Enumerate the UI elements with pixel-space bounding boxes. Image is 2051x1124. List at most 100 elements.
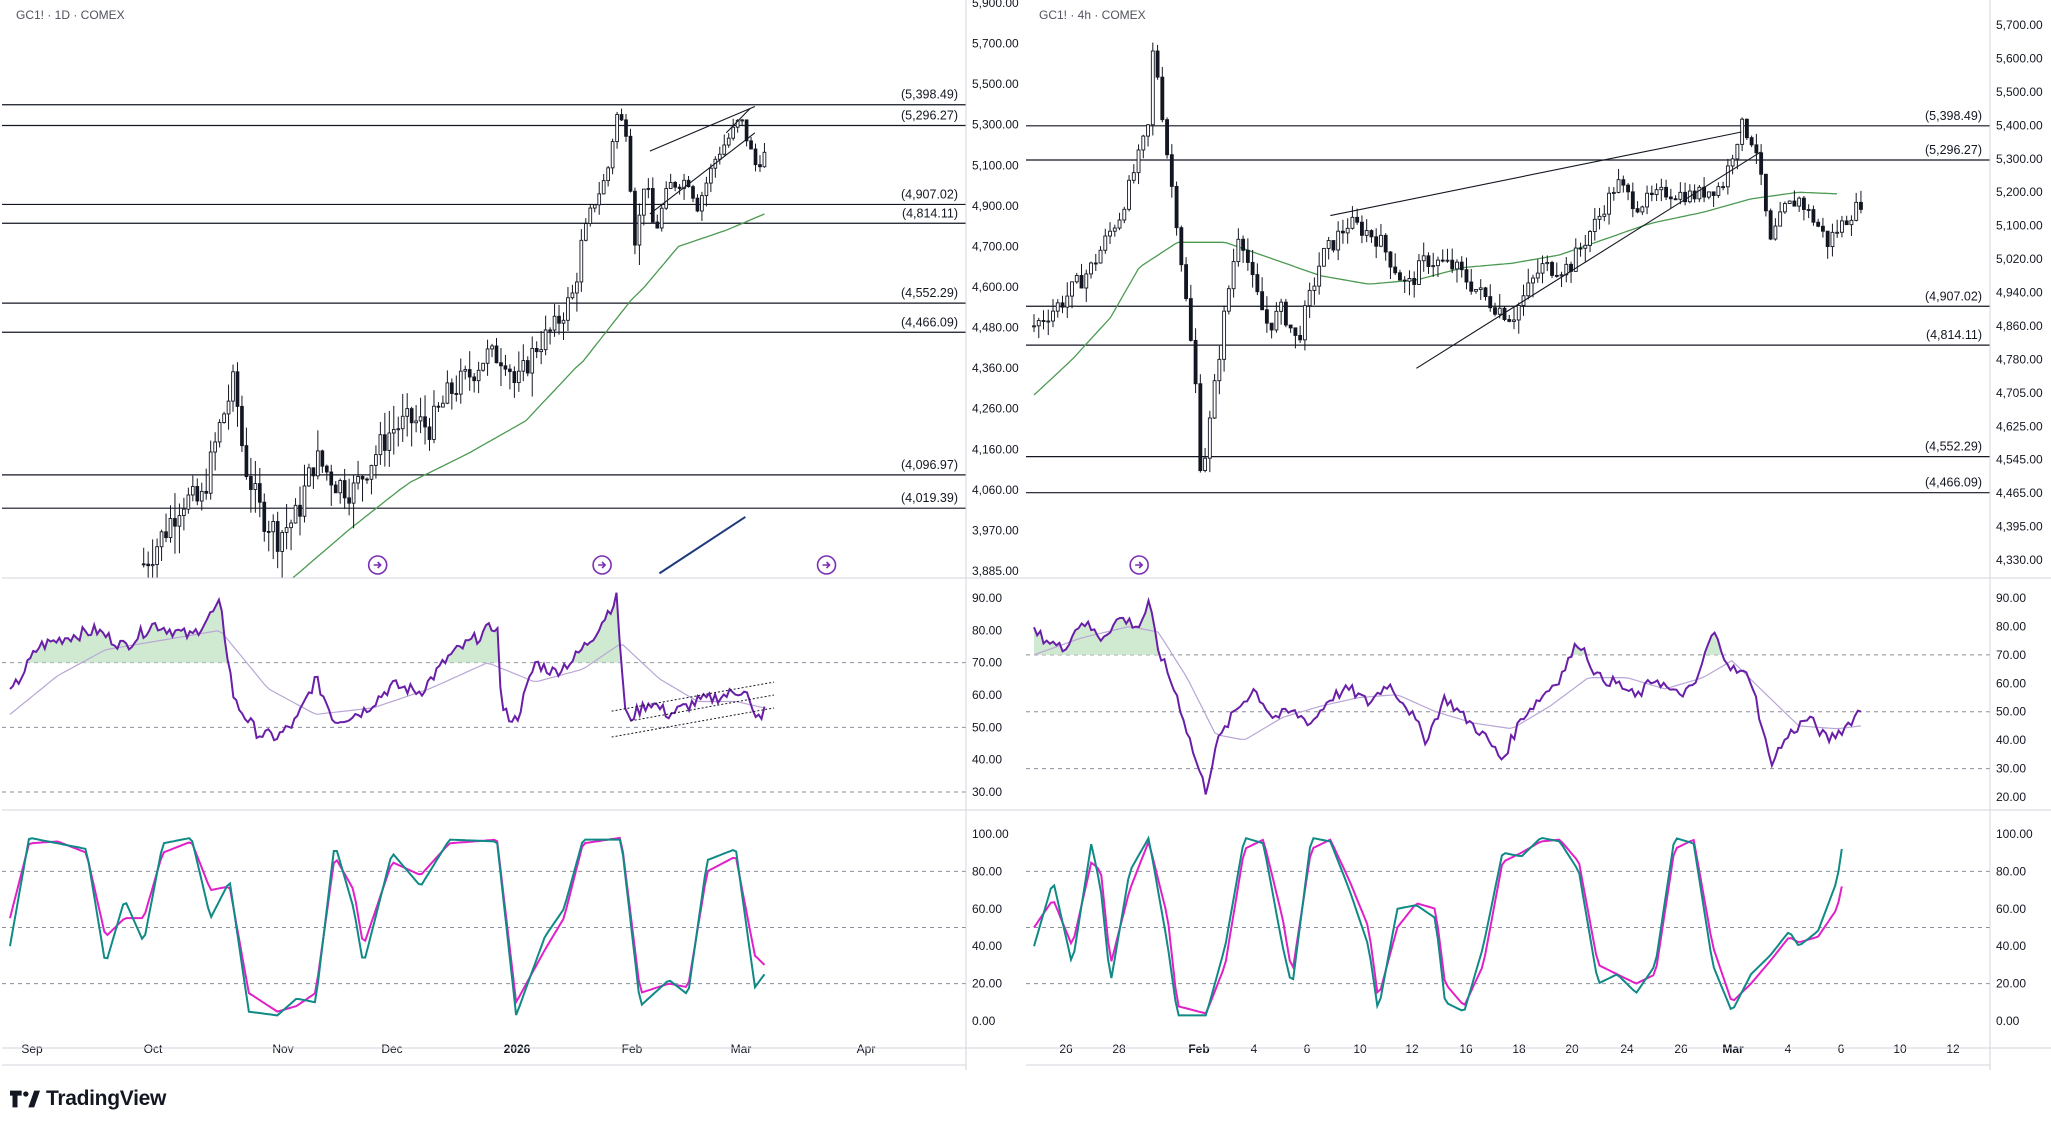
- candle: [1474, 289, 1478, 294]
- candle: [1122, 206, 1127, 224]
- candle: [369, 464, 374, 495]
- candle: [1464, 257, 1469, 290]
- candle: [1797, 196, 1802, 212]
- price-tick-label: 4,260.00: [972, 402, 1019, 416]
- brand-name: TradingView: [46, 1087, 167, 1110]
- candle: [1450, 248, 1455, 273]
- candle: [1084, 269, 1089, 302]
- price-tick-label: 4,700.00: [972, 239, 1019, 253]
- price-tick-label: 5,100.00: [1996, 219, 2043, 233]
- stoch-tick-label: 40.00: [1996, 939, 2026, 953]
- event-icon[interactable]: [367, 555, 388, 575]
- rsi-tick-label: 80.00: [972, 623, 1002, 637]
- candle: [1854, 192, 1859, 222]
- candle: [1820, 217, 1825, 238]
- candle: [391, 405, 396, 455]
- candle: [409, 406, 414, 447]
- stoch-tick-label: 80.00: [972, 864, 1002, 878]
- candle: [356, 460, 360, 490]
- candle: [552, 303, 557, 337]
- candle: [342, 468, 347, 510]
- candle: [1497, 293, 1502, 319]
- candle: [1108, 222, 1112, 244]
- right-price-axis[interactable]: 5,700.00 5,600.00 5,500.00 5,400.00 5,300.00…: [1996, 18, 2043, 1028]
- candle: [1212, 373, 1217, 420]
- candle: [722, 134, 727, 156]
- candle: [1640, 205, 1645, 216]
- left-chart-pane[interactable]: (5,398.49) (5,296.27) (4,907.02) (4,814.11)…: [2, 0, 1042, 1070]
- candle: [1483, 286, 1488, 301]
- left-symbol-label: GC1! · 1D · COMEX: [16, 8, 125, 22]
- right-time-axis[interactable]: 26 28 Feb 4 6 10 12 16 18 20 24 26 Mar 4 6 10 12: [1026, 1042, 1990, 1066]
- candle: [1455, 259, 1459, 283]
- left-stoch-pane[interactable]: [2, 836, 966, 1017]
- price-tick-label: 5,700.00: [972, 37, 1019, 51]
- candle: [1516, 302, 1521, 334]
- candle: [1402, 276, 1407, 293]
- candle: [1706, 191, 1711, 200]
- right-price-pane[interactable]: (5,398.49) (5,296.27) (4,907.02) (4,814.11)…: [1026, 42, 1990, 575]
- candle: [302, 464, 307, 523]
- candle: [1806, 204, 1811, 219]
- date-tick-label: Sep: [21, 1042, 43, 1056]
- price-tick-label: 4,705.00: [1996, 386, 2043, 400]
- candle: [673, 180, 677, 192]
- date-tick-label: 4: [1251, 1042, 1258, 1056]
- price-tick-label: 5,900.00: [972, 0, 1019, 10]
- candle: [749, 136, 753, 150]
- right-rsi-pane[interactable]: [1026, 596, 1990, 795]
- candle: [525, 356, 530, 377]
- candle: [1231, 248, 1236, 298]
- candle: [195, 478, 200, 506]
- right-chart-pane[interactable]: (5,398.49) (5,296.27) (4,907.02) (4,814.11)…: [1026, 0, 2051, 1070]
- candle: [557, 304, 561, 335]
- candle: [1226, 285, 1231, 315]
- rsi-channel-line: [611, 681, 775, 712]
- candle: [490, 343, 494, 358]
- candle: [1174, 181, 1179, 236]
- date-tick-label: Oct: [144, 1042, 163, 1056]
- candle: [1512, 307, 1516, 330]
- candle: [316, 430, 320, 480]
- candle: [1165, 117, 1169, 159]
- candle: [1146, 124, 1150, 147]
- rsi-channel-line: [611, 707, 775, 738]
- left-rsi-pane[interactable]: [2, 592, 966, 793]
- level-label: (4,814.11): [902, 206, 958, 220]
- candle: [249, 457, 253, 513]
- event-icon[interactable]: [816, 555, 837, 575]
- candle: [1098, 246, 1103, 264]
- candle: [1355, 208, 1360, 225]
- tradingview-brand[interactable]: TradingView: [10, 1084, 166, 1114]
- candle: [508, 364, 512, 390]
- candle: [731, 118, 736, 141]
- candle: [298, 486, 302, 536]
- candle: [1155, 44, 1160, 80]
- left-price-pane[interactable]: (5,398.49) (5,296.27) (4,907.02) (4,814.11)…: [2, 88, 966, 587]
- date-tick-label: Feb: [622, 1042, 643, 1056]
- candle: [664, 181, 669, 210]
- price-tick-label: 4,360.00: [972, 361, 1019, 375]
- event-icon[interactable]: [1129, 555, 1149, 575]
- level-label: (5,296.27): [1925, 143, 1982, 157]
- right-stoch-pane[interactable]: [1026, 835, 1990, 1017]
- candle: [320, 449, 325, 473]
- candle: [655, 214, 660, 229]
- candle: [588, 203, 593, 227]
- left-time-axis[interactable]: Sep Oct Nov Dec 2026 Feb Mar Apr: [2, 1042, 966, 1066]
- price-tick-label: 4,780.00: [1996, 352, 2043, 366]
- candle: [458, 358, 463, 404]
- candle: [659, 203, 664, 232]
- candle: [1141, 134, 1146, 159]
- event-icon[interactable]: [592, 555, 612, 575]
- candle: [1507, 314, 1512, 323]
- candle: [650, 177, 655, 223]
- left-price-axis[interactable]: 5,900.00 5,700.00 5,500.00 5,300.00 5,100.00…: [972, 0, 1019, 1028]
- price-tick-label: 4,600.00: [972, 280, 1019, 294]
- candle: [396, 416, 401, 447]
- candle: [1616, 168, 1621, 194]
- candle: [1236, 228, 1241, 267]
- candle: [141, 547, 146, 568]
- candle: [190, 475, 195, 502]
- moving-average-line: [1033, 191, 1838, 396]
